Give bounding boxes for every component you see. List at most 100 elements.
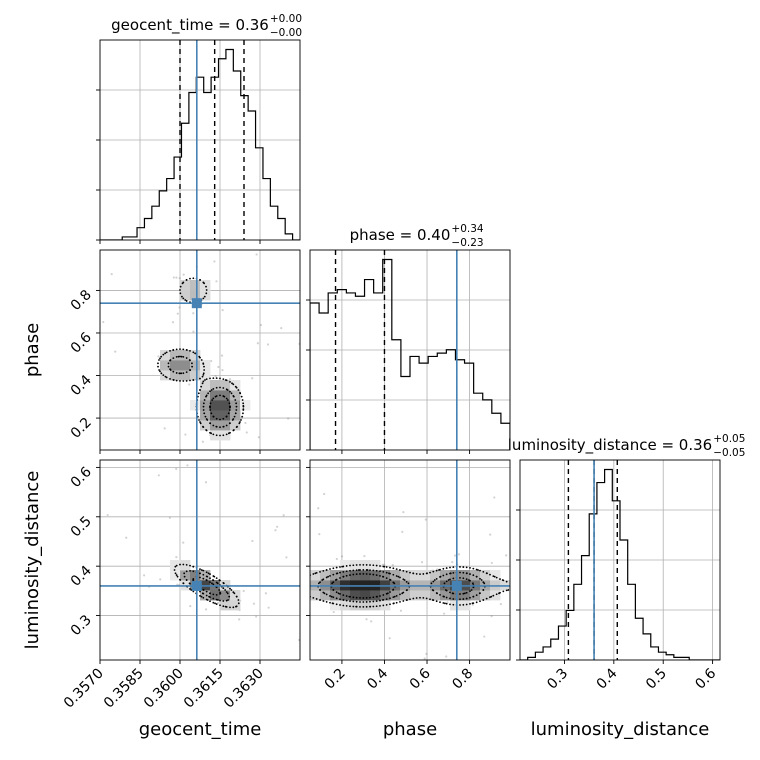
density-cell bbox=[210, 400, 221, 411]
contour-point bbox=[192, 351, 195, 354]
density-cell bbox=[230, 600, 241, 611]
scatter-point bbox=[399, 609, 403, 612]
contour-point bbox=[385, 577, 388, 580]
contour-point bbox=[189, 369, 192, 371]
contour-point bbox=[479, 592, 481, 594]
contour-point bbox=[202, 281, 205, 284]
contour-point bbox=[202, 372, 205, 375]
scatter-point bbox=[182, 273, 185, 276]
contour-point bbox=[211, 399, 214, 401]
contour-point bbox=[205, 394, 208, 397]
density-cell bbox=[160, 370, 171, 381]
contour-point bbox=[335, 578, 338, 581]
contour-point bbox=[222, 417, 225, 420]
scatter-point bbox=[420, 561, 424, 564]
density-cell bbox=[370, 570, 381, 581]
density-cell bbox=[390, 570, 401, 581]
contour-point bbox=[234, 399, 237, 401]
contour-point bbox=[392, 588, 395, 591]
contour-point bbox=[203, 412, 206, 415]
density-cell bbox=[380, 590, 391, 601]
contour-point bbox=[164, 352, 167, 355]
contour-point bbox=[159, 357, 161, 360]
density-cell bbox=[210, 390, 221, 401]
density-cell bbox=[390, 590, 401, 601]
contour-point bbox=[502, 590, 505, 593]
contour-point bbox=[349, 600, 351, 603]
contour-point bbox=[203, 399, 206, 401]
contour-point bbox=[359, 601, 361, 603]
truth-marker bbox=[191, 580, 202, 591]
contour-point bbox=[202, 297, 205, 300]
contour-point bbox=[215, 395, 218, 397]
density-cell bbox=[340, 600, 351, 611]
contour-point bbox=[199, 572, 201, 575]
contour-point bbox=[379, 595, 381, 597]
contour-point bbox=[160, 372, 163, 375]
scatter-point bbox=[424, 518, 427, 521]
contour-point bbox=[209, 406, 211, 409]
contour-point bbox=[345, 565, 348, 567]
contour-point bbox=[182, 348, 185, 351]
contour-point bbox=[359, 564, 361, 566]
scatter-point bbox=[214, 375, 217, 378]
contour-point bbox=[200, 595, 203, 598]
contour-point bbox=[219, 434, 221, 437]
contour-point bbox=[175, 348, 178, 351]
contour-point bbox=[369, 573, 371, 576]
scatter-point bbox=[204, 481, 208, 484]
density-cell bbox=[440, 590, 451, 601]
contour-point bbox=[332, 567, 335, 570]
contour-point bbox=[239, 421, 241, 423]
contour-point bbox=[359, 597, 361, 599]
density-cell bbox=[180, 560, 191, 571]
contour-point bbox=[442, 574, 445, 577]
contour-point bbox=[185, 349, 188, 351]
contour-point bbox=[201, 375, 204, 378]
contour-point bbox=[199, 377, 201, 380]
contour-point bbox=[238, 422, 241, 425]
contour-point bbox=[180, 355, 183, 358]
contour-point bbox=[185, 570, 188, 573]
scatter-point bbox=[178, 277, 181, 280]
contour-point bbox=[202, 588, 205, 591]
contour-point bbox=[199, 594, 201, 597]
contour-point bbox=[329, 601, 331, 604]
scatter-point bbox=[252, 602, 256, 605]
contour-point bbox=[452, 577, 455, 580]
contour-point bbox=[315, 598, 318, 600]
contour-point bbox=[235, 409, 238, 411]
contour-point bbox=[327, 575, 330, 578]
contour-point bbox=[235, 405, 238, 408]
contour-point bbox=[402, 569, 405, 572]
contour-point bbox=[419, 596, 421, 599]
contour-point bbox=[212, 597, 215, 600]
contour-point bbox=[189, 570, 191, 572]
density-cell bbox=[220, 600, 231, 611]
contour-point bbox=[332, 596, 335, 599]
contour-point bbox=[215, 598, 218, 601]
contour-point bbox=[222, 378, 225, 381]
contour-point bbox=[415, 597, 418, 599]
contour-point bbox=[312, 573, 315, 575]
density-cell bbox=[330, 570, 341, 581]
contour-point bbox=[465, 597, 468, 600]
contour-point bbox=[229, 381, 231, 383]
contour-point bbox=[237, 389, 240, 391]
contour-point bbox=[215, 603, 218, 605]
y-tick-label: 0.5 bbox=[68, 513, 95, 540]
contour-point bbox=[445, 573, 448, 576]
contour-point bbox=[319, 570, 321, 573]
contour-point bbox=[465, 578, 468, 580]
contour-point bbox=[202, 409, 205, 411]
contour-point bbox=[212, 424, 215, 427]
contour-point bbox=[179, 578, 181, 581]
title-minus: −0.00 bbox=[270, 27, 302, 39]
density-cell bbox=[450, 600, 461, 611]
contour-point bbox=[459, 598, 461, 601]
contour-point bbox=[392, 567, 395, 570]
contour-point bbox=[204, 379, 206, 381]
contour-point bbox=[452, 603, 455, 606]
contour-point bbox=[233, 415, 236, 418]
contour-point bbox=[352, 605, 355, 608]
